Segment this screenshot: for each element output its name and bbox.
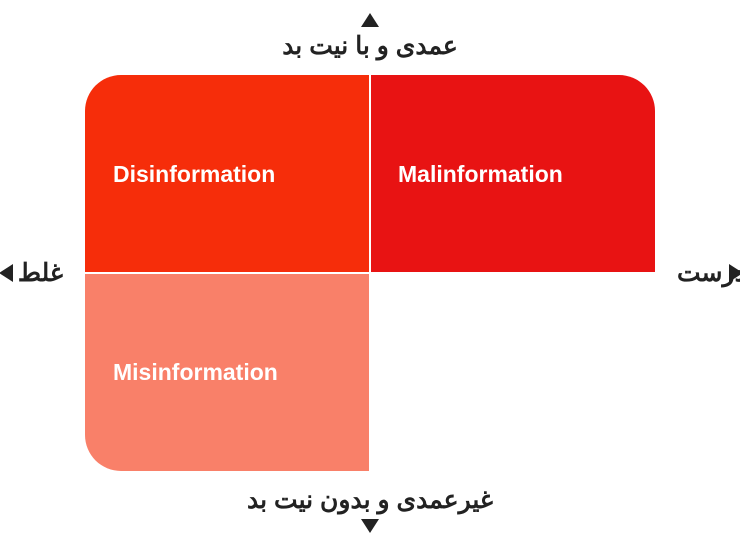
quadrant-bottom-right: [370, 273, 655, 471]
arrow-left-icon: [0, 264, 13, 282]
quadrant-diagram: Disinformation Malinformation Misinforma…: [85, 75, 655, 471]
quadrant-top-left: Disinformation: [85, 75, 370, 273]
quadrant-bottom-left: Misinformation: [85, 273, 370, 471]
axis-label-top: عمدی و با نیت بد: [282, 31, 458, 61]
arrow-down-icon: [361, 519, 379, 533]
axis-label-left: غلط: [18, 258, 63, 288]
axis-line-horizontal: [85, 272, 655, 274]
arrow-right-icon: [729, 264, 740, 282]
axis-label-bottom: غیرعمدی و بدون نیت بد: [247, 485, 493, 515]
quadrant-top-right: Malinformation: [370, 75, 655, 273]
arrow-up-icon: [361, 13, 379, 27]
